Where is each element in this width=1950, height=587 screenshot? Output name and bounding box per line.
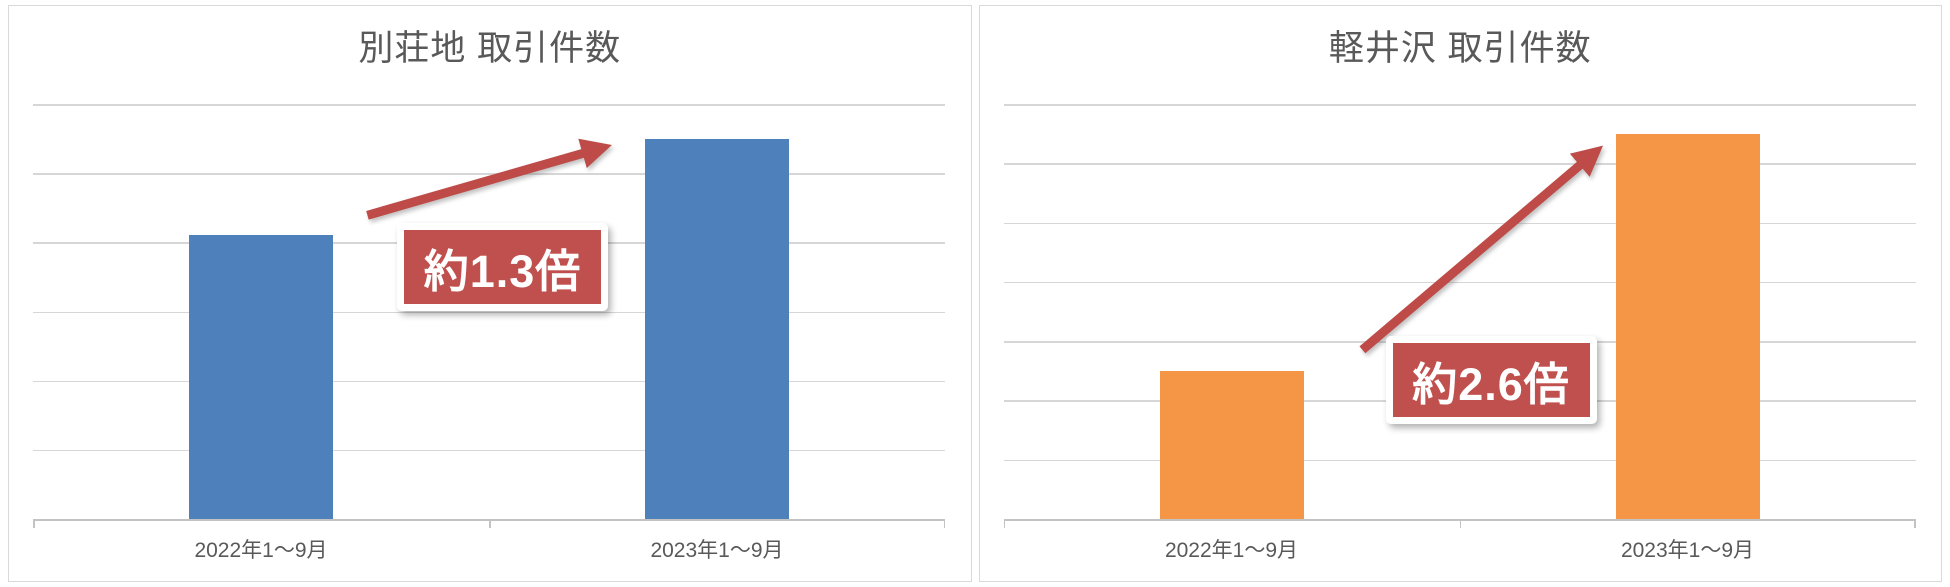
gridline bbox=[1003, 163, 1916, 165]
x-axis-label-2022: 2022年1〜9月 bbox=[194, 539, 328, 562]
x-axis: 2022年1〜9月 2023年1〜9月 bbox=[33, 534, 945, 564]
axis-tick bbox=[1459, 521, 1461, 528]
chart-title: 軽井沢 取引件数 bbox=[1328, 29, 1592, 68]
x-axis: 2022年1〜9月 2023年1〜9月 bbox=[1004, 534, 1916, 564]
x-axis-label-2022: 2022年1〜9月 bbox=[1164, 539, 1299, 562]
bar-2023 bbox=[645, 138, 789, 519]
axis-tick bbox=[1914, 521, 1916, 528]
growth-callout-label: 約2.6倍 bbox=[1412, 358, 1570, 410]
gridline bbox=[1003, 281, 1916, 284]
gridline bbox=[33, 449, 945, 452]
gridline bbox=[1003, 104, 1916, 106]
axis-tick bbox=[943, 521, 945, 528]
bar-2022 bbox=[189, 235, 333, 519]
chart-panel-bessouchi: 別荘地 取引件数 約1.3倍 2022年1〜9月 2023年1〜9月 bbox=[8, 5, 972, 582]
axis-tick bbox=[33, 521, 35, 528]
plot-area bbox=[33, 104, 945, 528]
gridline bbox=[33, 104, 945, 106]
chart-panel-karuizawa: 軽井沢 取引件数 約2.6倍 2022年1〜9月 2023年1〜9月 bbox=[978, 5, 1942, 582]
gridline bbox=[1003, 222, 1916, 225]
bar-2023 bbox=[1615, 133, 1760, 519]
growth-callout-label: 約1.3倍 bbox=[423, 245, 582, 297]
gridline bbox=[33, 311, 945, 313]
axis-tick bbox=[489, 521, 491, 528]
x-axis-label-2023: 2023年1〜9月 bbox=[1620, 539, 1755, 562]
gridline bbox=[1003, 459, 1916, 462]
gridline bbox=[33, 173, 945, 175]
plot-area bbox=[1003, 104, 1916, 528]
x-axis-label-2023: 2023年1〜9月 bbox=[650, 539, 784, 562]
gridline bbox=[33, 380, 945, 383]
chart-title: 別荘地 取引件数 bbox=[358, 29, 622, 68]
growth-callout: 約2.6倍 bbox=[1385, 336, 1597, 424]
bar-2022 bbox=[1159, 370, 1304, 519]
axis-tick bbox=[1003, 521, 1005, 528]
growth-callout: 約1.3倍 bbox=[397, 223, 608, 311]
